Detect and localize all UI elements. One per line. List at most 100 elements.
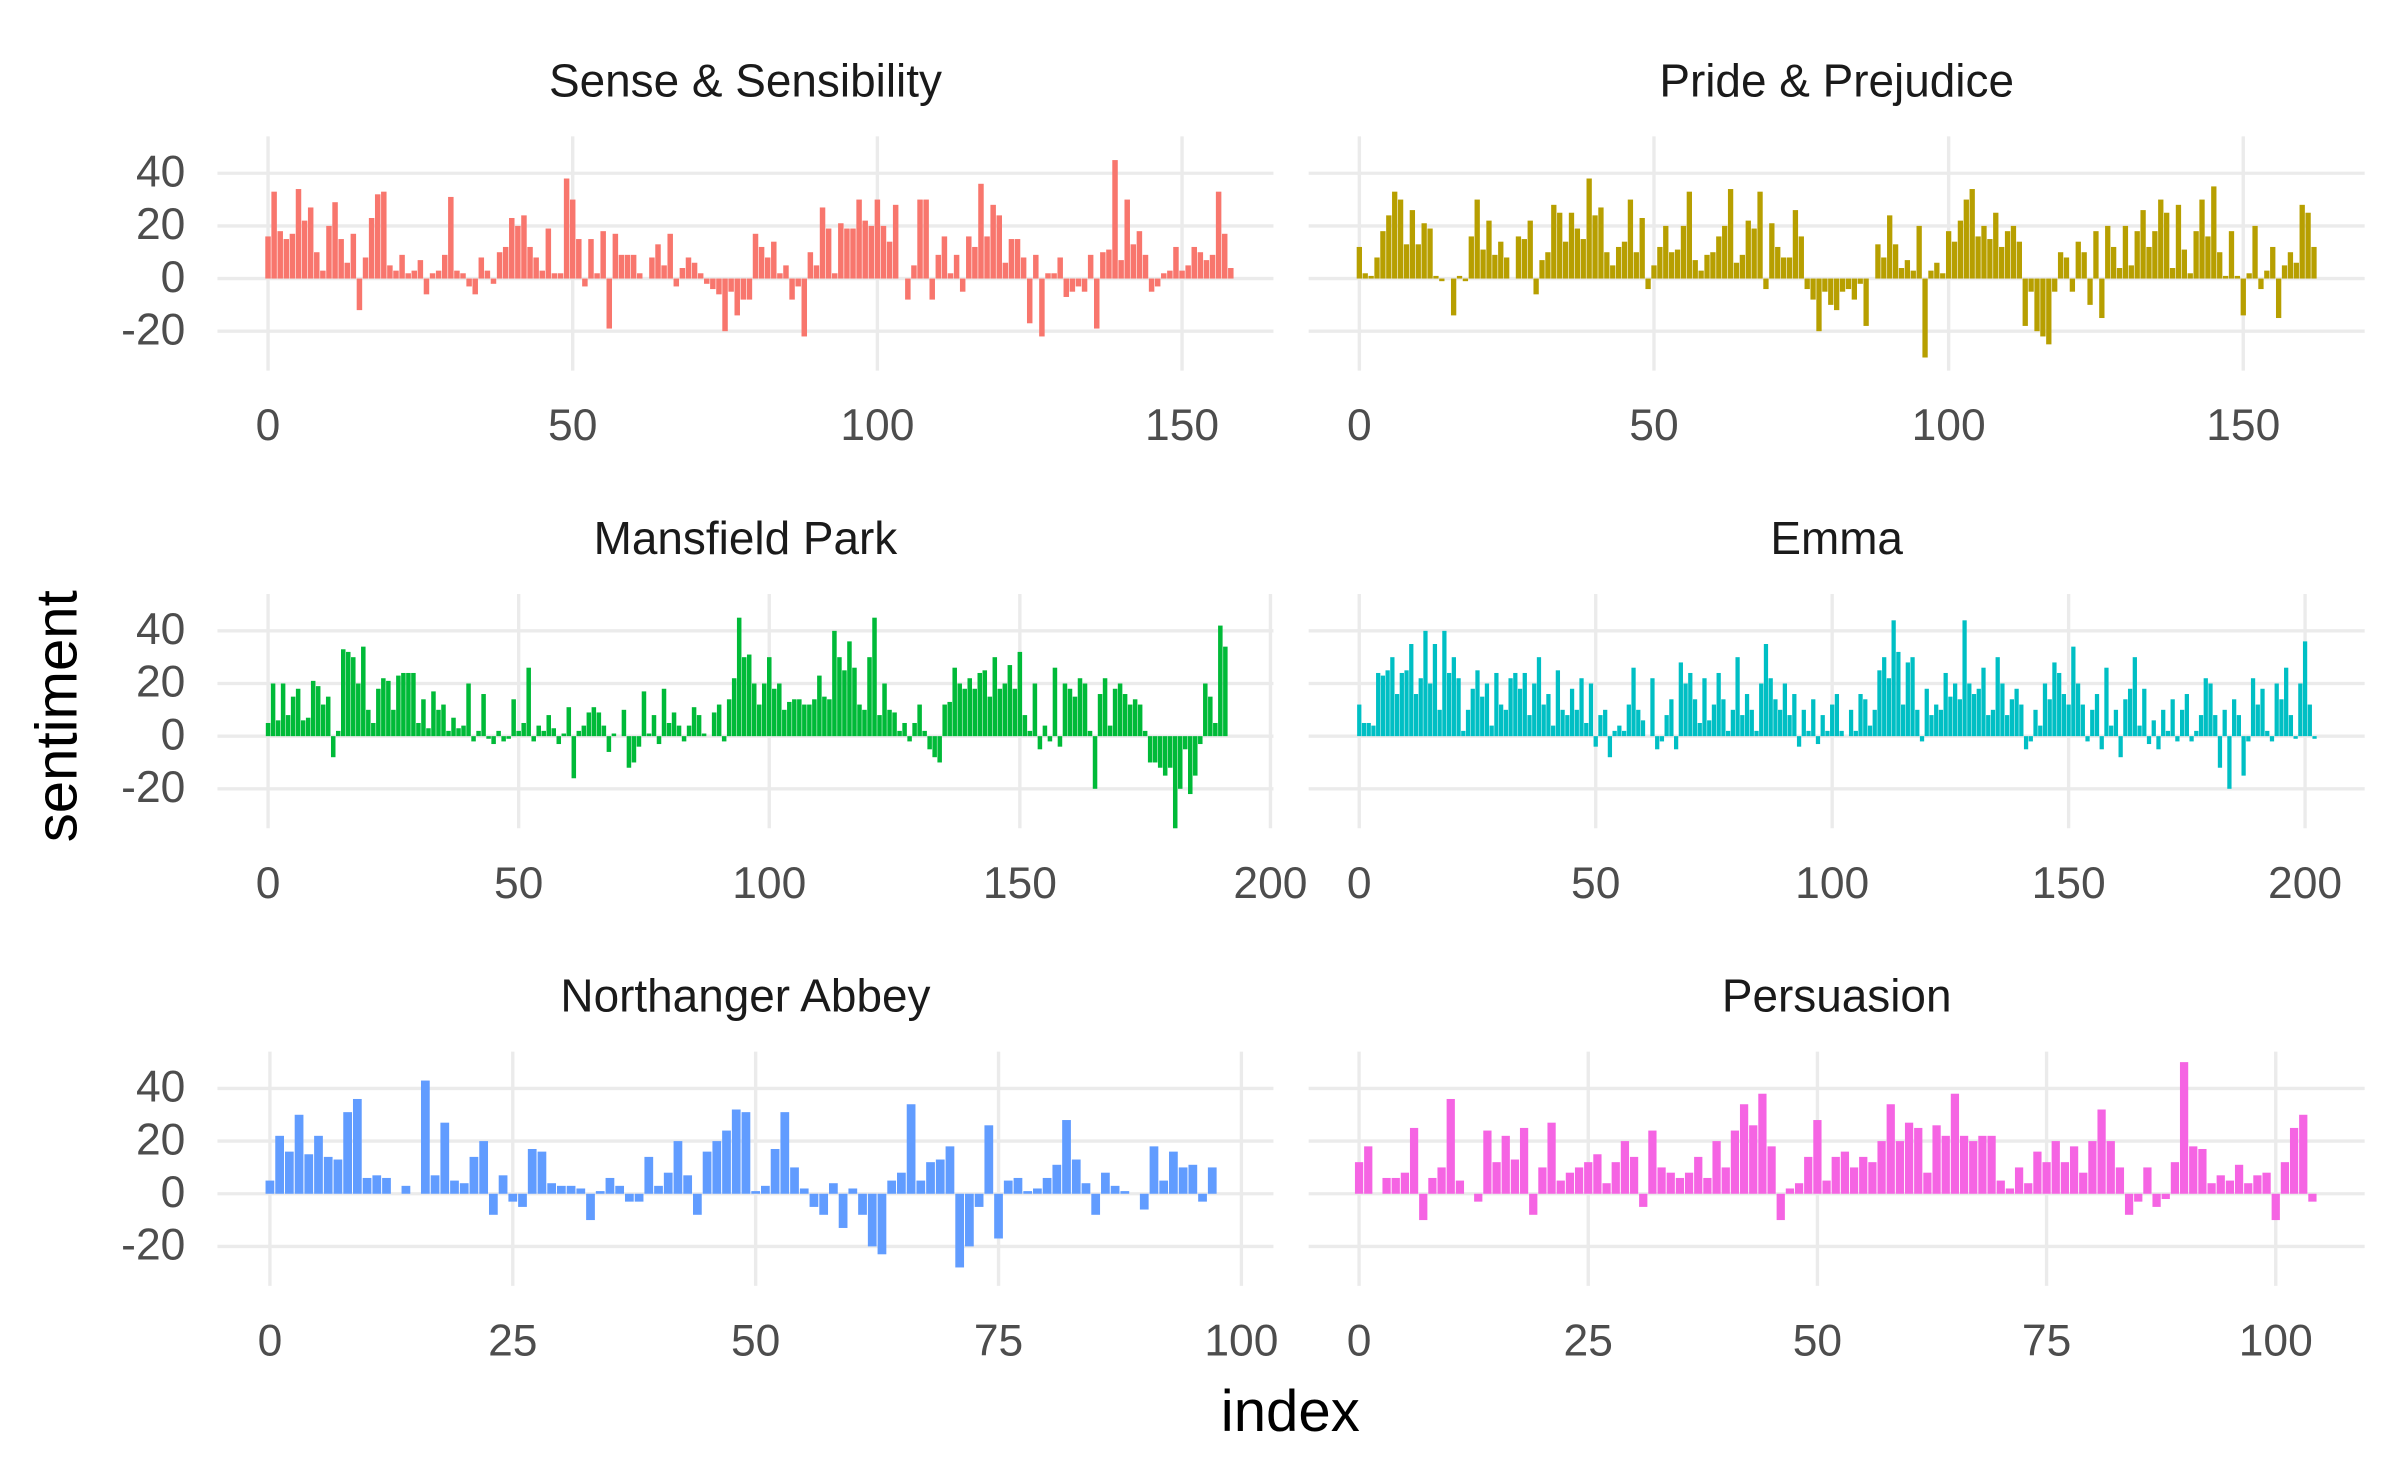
bar — [679, 268, 686, 279]
bar — [1020, 257, 1027, 279]
bar — [1707, 720, 1712, 737]
bar — [2106, 1141, 2115, 1194]
bar — [1149, 1146, 1159, 1194]
bar — [2289, 1127, 2299, 1194]
bar — [1721, 1167, 1730, 1194]
bar — [1565, 715, 1570, 737]
bar — [1371, 725, 1376, 737]
bar — [1017, 651, 1023, 737]
bar — [1097, 694, 1103, 737]
bar — [1203, 260, 1210, 279]
bar — [795, 278, 801, 287]
bar — [1593, 1154, 1602, 1194]
bar — [2217, 252, 2223, 279]
bar — [2293, 262, 2299, 279]
bar — [450, 1180, 459, 1194]
bar — [618, 254, 625, 279]
bar — [501, 736, 506, 742]
x-tick-label: 200 — [1233, 859, 1307, 908]
bar — [1492, 254, 1498, 279]
bar — [2187, 273, 2193, 279]
y-tick-label: 40 — [136, 1063, 185, 1112]
bar — [1886, 678, 1892, 737]
bar — [1557, 212, 1563, 279]
bar — [2063, 257, 2070, 279]
x-axis-title: index — [1221, 1379, 1360, 1444]
bar — [1207, 1167, 1217, 1194]
bar — [2069, 278, 2076, 292]
bar — [1804, 278, 1810, 290]
bar — [576, 730, 582, 737]
bar — [1703, 1177, 1712, 1194]
bar — [1423, 630, 1428, 737]
bar — [2234, 1164, 2244, 1194]
bar — [2109, 725, 2114, 737]
bar — [2022, 278, 2028, 326]
bar — [856, 199, 862, 279]
bar — [1071, 1159, 1081, 1194]
bar — [1075, 278, 1082, 287]
bar — [624, 1193, 634, 1202]
bar — [1533, 278, 1539, 295]
bar — [1657, 1167, 1666, 1194]
bar — [947, 701, 952, 737]
bar — [275, 720, 281, 737]
bar — [1727, 189, 1734, 279]
bar — [912, 722, 917, 737]
bar — [837, 657, 842, 737]
bar — [1057, 257, 1063, 279]
bar — [2288, 715, 2294, 737]
bar — [2099, 736, 2104, 750]
bar — [368, 217, 375, 279]
bar — [2047, 699, 2052, 737]
bar — [1853, 730, 1858, 737]
bar — [955, 1193, 965, 1268]
bar — [2175, 204, 2182, 279]
bar — [277, 231, 283, 279]
bar — [710, 278, 716, 290]
bar — [430, 1175, 440, 1194]
bar — [2033, 709, 2038, 737]
x-tick-label: 100 — [1795, 859, 1869, 908]
bar — [1674, 249, 1681, 279]
bar — [1891, 620, 1896, 737]
bar — [1033, 254, 1039, 279]
bar — [1969, 1141, 1978, 1194]
bar — [987, 696, 993, 737]
bar — [1127, 704, 1133, 737]
bar — [340, 649, 346, 737]
bar — [1882, 657, 1887, 737]
bar — [1504, 257, 1510, 279]
bar — [2146, 736, 2152, 745]
bar — [1037, 736, 1043, 750]
bar — [600, 231, 606, 279]
bar — [1948, 696, 1953, 737]
bar — [307, 207, 314, 279]
bar — [2113, 709, 2119, 737]
bar — [2287, 252, 2294, 279]
bar — [326, 225, 332, 279]
x-tick-label: 150 — [1145, 401, 1219, 450]
bar — [977, 672, 983, 737]
bar — [1657, 246, 1663, 279]
bar — [551, 273, 558, 279]
bar — [1840, 1151, 1850, 1194]
bar — [1092, 736, 1098, 789]
bar — [1744, 694, 1750, 737]
bar — [478, 257, 485, 279]
bar — [1147, 736, 1153, 763]
bar — [284, 1151, 294, 1194]
bar — [330, 736, 336, 758]
bar — [320, 270, 326, 279]
bar — [897, 730, 902, 737]
bar — [722, 1130, 731, 1194]
bar — [1758, 1093, 1767, 1194]
bar — [431, 691, 436, 737]
bar — [941, 236, 948, 279]
bar — [1775, 246, 1781, 279]
bar — [819, 207, 826, 279]
bar — [626, 736, 632, 768]
bar — [1177, 736, 1183, 789]
bar — [880, 225, 887, 279]
bar — [381, 191, 387, 279]
